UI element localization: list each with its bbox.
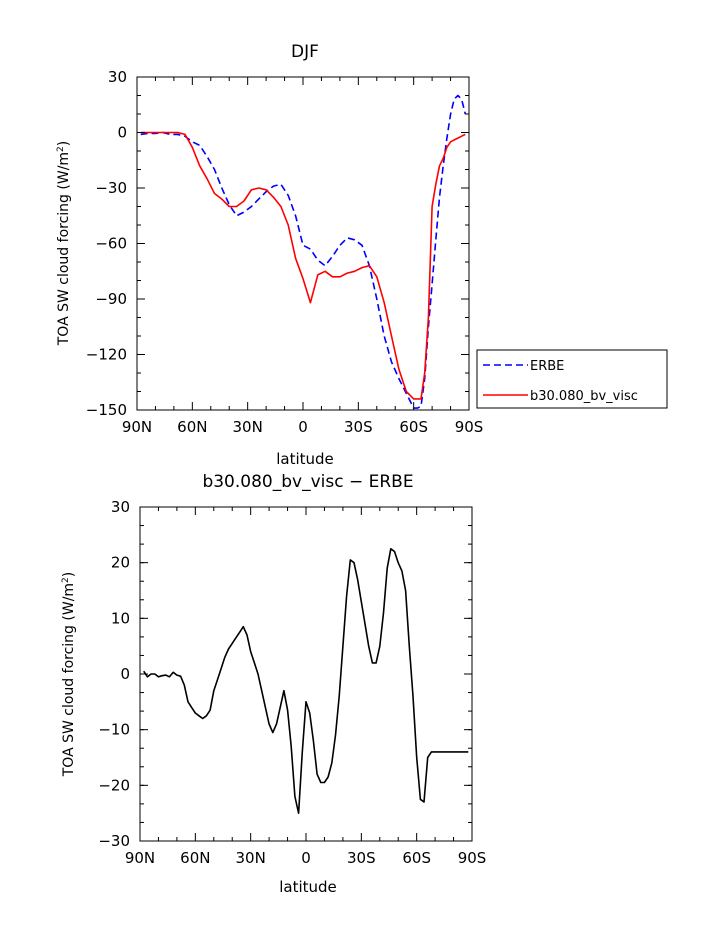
chart-top-ytick-label: −120: [86, 346, 127, 364]
chart-bottom-title: b30.080_bv_visc − ERBE: [202, 472, 413, 492]
chart-bottom-ytick-label: 20: [111, 554, 130, 572]
chart-top-series-erbe-line: [140, 94, 467, 409]
chart-bottom-ytick-label: −30: [98, 832, 130, 850]
chart-bottom-ticks: 90N 60N 30N 0 30S 60S 90S 30 20 10 0 −10 −20 −30: [98, 498, 486, 867]
chart-bottom: b30.080_bv_visc − ERBE 90N 60N 30N 0 30S 60S 9…: [61, 472, 486, 896]
chart-top-legend: ERBE b30.080_bv_visc: [476, 349, 668, 409]
chart-bottom-xlabel: latitude: [279, 878, 337, 896]
chart-top-series-b30-080-bv-visc-line: [140, 131, 466, 400]
chart-top-frame: [136, 76, 470, 411]
chart-top-xlabel: latitude: [276, 450, 334, 468]
legend-box: [476, 349, 668, 409]
chart-top-ytick-label: −30: [95, 179, 127, 197]
chart-top-xtick-label: 90S: [455, 418, 484, 436]
chart-top-xtick-label: 60S: [399, 418, 428, 436]
chart-bottom-xtick-label: 0: [301, 849, 311, 867]
chart-top-ytick-label: −90: [95, 290, 127, 308]
chart-bottom-ytick-label: −20: [98, 776, 130, 794]
chart-top-ticks: 90N 60N 30N 0 30S 60S 90S 30 0 −30 −60 −90 −120 −150: [86, 68, 484, 436]
chart-top-xtick-label: 30S: [344, 418, 373, 436]
chart-bottom-frame: [139, 506, 473, 842]
chart-top-xtick-label: 30N: [233, 418, 263, 436]
chart-bottom-xtick-label: 90N: [125, 849, 155, 867]
chart-top-xtick-label: 90N: [122, 418, 152, 436]
chart-top: DJF 90N 60N 30N 0 30S 60S 90S 30 0 −30 −60 −90 −120 −…: [56, 42, 668, 468]
chart-bottom-xtick-label: 30S: [347, 849, 376, 867]
chart-bottom-xtick-label: 30N: [236, 849, 266, 867]
chart-top-ylabel: TOA SW cloud forcing (W/m2): [56, 141, 72, 347]
chart-top-series: [140, 94, 467, 409]
chart-bottom-series: [143, 547, 469, 815]
chart-top-ytick-label: 30: [108, 68, 127, 86]
chart-top-xtick-label: 60N: [177, 418, 207, 436]
chart-top-xtick-label: 0: [298, 418, 308, 436]
chart-bottom-ytick-label: 30: [111, 498, 130, 516]
chart-bottom-ylabel: TOA SW cloud forcing (W/m2): [61, 572, 77, 778]
chart-bottom-ytick-label: −10: [98, 721, 130, 739]
chart-top-ytick-label: 0: [117, 124, 127, 142]
chart-top-ytick-label: −150: [86, 401, 127, 419]
chart-bottom-xtick-label: 60N: [180, 849, 210, 867]
legend-model-label: b30.080_bv_visc: [530, 389, 638, 404]
chart-bottom-ytick-label: 0: [120, 665, 130, 683]
chart-bottom-series-difference-line: [143, 547, 469, 815]
chart-top-ytick-label: −60: [95, 235, 127, 253]
chart-bottom-ytick-label: 10: [111, 609, 130, 627]
legend-erbe-label: ERBE: [530, 359, 564, 374]
chart-top-title: DJF: [291, 42, 319, 62]
chart-bottom-xtick-label: 60S: [402, 849, 431, 867]
chart-bottom-xtick-label: 90S: [458, 849, 487, 867]
